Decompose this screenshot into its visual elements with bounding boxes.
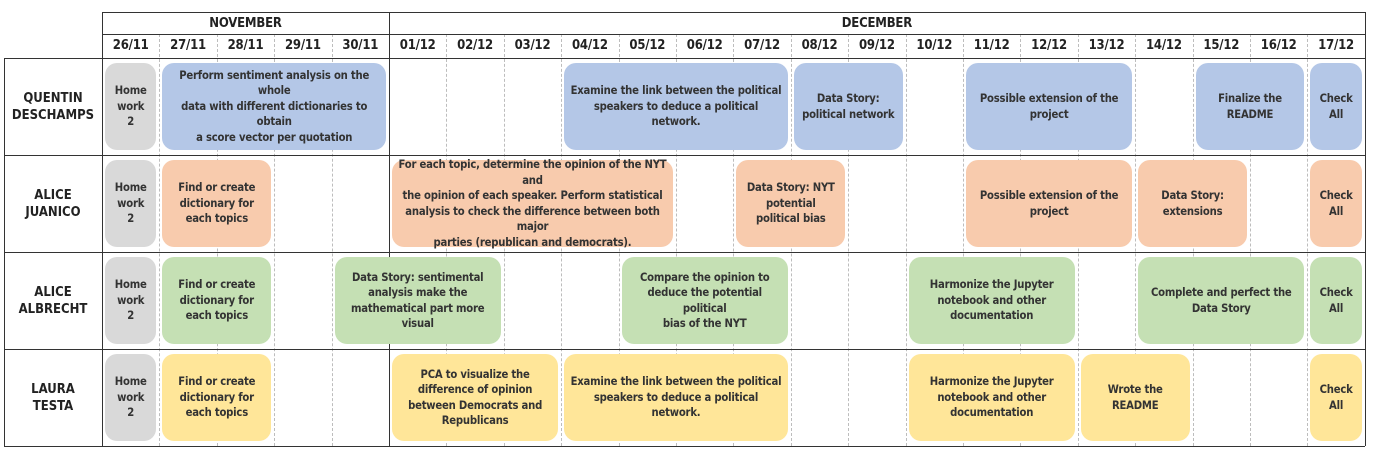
date-header: 28/11 [227, 37, 264, 53]
task-block: Compare the opinion to deduce the potent… [621, 257, 788, 344]
date-header: 07/12 [744, 37, 780, 53]
task-block: Check All [1310, 257, 1362, 344]
row-divider [4, 446, 1365, 447]
column-divider [905, 34, 907, 446]
column-divider [733, 34, 735, 446]
row-divider [4, 252, 1365, 253]
person-name: ALICE ALBRECHT [18, 284, 88, 317]
date-header: 12/12 [1031, 37, 1067, 53]
person-name: LAURA TESTA [31, 381, 75, 414]
border-line [102, 12, 103, 446]
task-block: Wrote the README [1080, 354, 1190, 441]
task-block: Home work 2 [105, 160, 157, 247]
task-block: Find or create dictionary for each topic… [162, 160, 272, 247]
column-divider [159, 34, 161, 446]
column-divider [331, 34, 333, 446]
month-divider [389, 12, 390, 446]
border-line [1364, 12, 1366, 446]
date-header: 30/11 [342, 37, 379, 53]
task-block: Harmonize the Jupyter notebook and other… [908, 354, 1075, 441]
date-header: 16/12 [1260, 37, 1297, 53]
task-block: Find or create dictionary for each topic… [162, 257, 272, 344]
date-header: 17/12 [1318, 37, 1354, 53]
month-header: DECEMBER [841, 15, 913, 31]
date-header: 14/12 [1145, 37, 1182, 53]
date-header: 05/12 [629, 37, 666, 53]
person-name: ALICE JUANICO [25, 187, 81, 220]
task-block: Check All [1310, 63, 1362, 150]
date-header: 15/12 [1203, 37, 1240, 53]
column-divider [1307, 34, 1309, 446]
task-block: For each topic, determine the opinion of… [392, 158, 673, 249]
task-block: Home work 2 [105, 257, 157, 344]
date-header: 13/12 [1088, 37, 1125, 53]
task-block: Examine the link between the political s… [564, 354, 788, 441]
header-bottom-rule [4, 58, 1365, 59]
task-block: Perform sentiment analysis on the whole … [162, 63, 386, 150]
date-header: 01/12 [399, 37, 436, 53]
task-block: Finalize the README [1195, 63, 1305, 150]
column-divider [1135, 34, 1137, 446]
task-block: Home work 2 [105, 63, 157, 150]
task-block: PCA to visualize the difference of opini… [392, 354, 559, 441]
task-block: Check All [1310, 354, 1362, 441]
task-block: Possible extension of the project [966, 63, 1133, 150]
row-divider [4, 155, 1365, 156]
date-header: 03/12 [514, 37, 551, 53]
date-header: 10/12 [916, 37, 953, 53]
task-block: Examine the link between the political s… [564, 63, 788, 150]
date-header: 06/12 [686, 37, 723, 53]
row-divider [4, 349, 1365, 350]
date-header: 26/11 [112, 37, 149, 53]
person-name: QUENTIN DESCHAMPS [11, 90, 95, 123]
task-block: Data Story: political network [793, 63, 903, 150]
column-divider [963, 34, 964, 446]
task-block: Possible extension of the project [966, 160, 1133, 247]
month-header: NOVEMBER [209, 15, 282, 31]
task-block: Home work 2 [105, 354, 157, 441]
date-header: 08/12 [801, 37, 838, 53]
month-date-rule [102, 34, 1365, 35]
column-divider [1250, 34, 1251, 446]
date-header: 02/12 [457, 37, 493, 53]
date-header: 27/11 [170, 37, 206, 53]
header-top-rule [102, 12, 1365, 13]
task-block: Harmonize the Jupyter notebook and other… [908, 257, 1075, 344]
task-block: Check All [1310, 160, 1362, 247]
column-divider [676, 34, 677, 446]
task-block: Data Story: NYT potential political bias [736, 160, 846, 247]
date-header: 04/12 [571, 37, 608, 53]
column-divider [848, 34, 850, 446]
date-header: 11/12 [973, 37, 1010, 53]
column-divider [274, 34, 276, 446]
date-header: 29/11 [284, 37, 321, 53]
task-block: Data Story: extensions [1138, 160, 1247, 247]
task-block: Complete and perfect the Data Story [1138, 257, 1305, 344]
task-block: Data Story: sentimental analysis make th… [334, 257, 501, 344]
task-block: Find or create dictionary for each topic… [162, 354, 272, 441]
border-line [4, 58, 5, 446]
date-header: 09/12 [858, 37, 895, 53]
